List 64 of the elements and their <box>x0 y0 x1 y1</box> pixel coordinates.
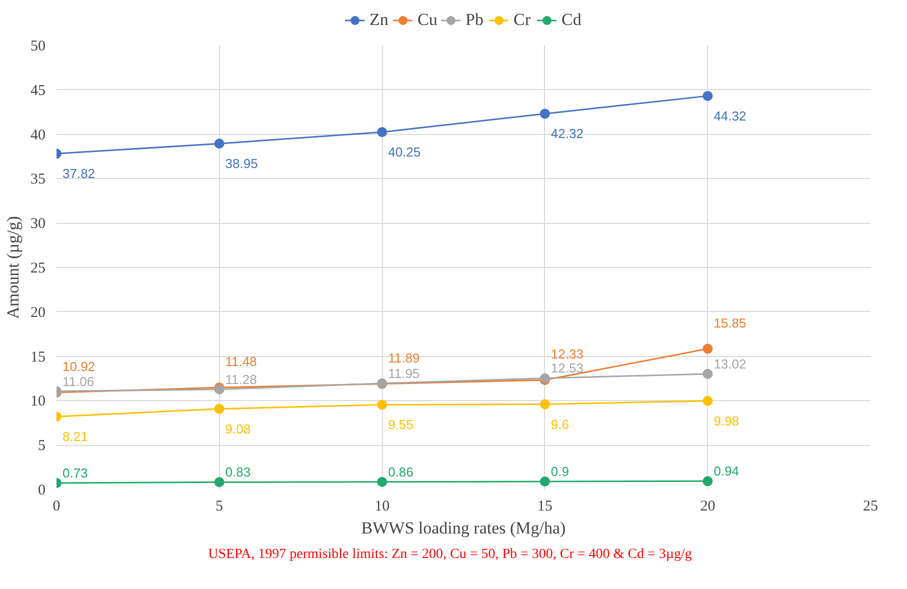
data-label: 0.9 <box>550 464 569 480</box>
data-label: 11.89 <box>388 350 420 366</box>
data-label: 9.08 <box>225 421 251 436</box>
legend-label: Cu <box>418 10 438 30</box>
data-label: 0.83 <box>225 464 251 480</box>
point <box>702 368 713 379</box>
point <box>540 476 550 486</box>
y-tick-label: 45 <box>30 82 46 99</box>
data-label: 12.53 <box>550 360 584 376</box>
point <box>702 476 713 486</box>
y-tick-label: 35 <box>30 172 46 188</box>
x-tick-label: 15 <box>537 498 552 514</box>
data-label: 37.82 <box>62 166 96 182</box>
data-label: 13.02 <box>714 356 746 372</box>
legend-label: Cr <box>514 10 532 30</box>
data-label: 11.95 <box>388 366 420 381</box>
x-tick-label: 0 <box>52 498 60 514</box>
data-label: 44.32 <box>714 108 746 124</box>
data-label: 42.32 <box>550 126 584 142</box>
data-label: 9.98 <box>714 413 740 428</box>
data-label: 9.6 <box>550 416 569 432</box>
y-axis-title: Amount (µg/g) <box>4 216 22 319</box>
data-label: 11.06 <box>62 374 94 389</box>
data-label: 15.85 <box>714 315 746 330</box>
x-tick-label: 10 <box>374 498 390 514</box>
data-label: 12.33 <box>550 346 584 362</box>
point <box>377 476 388 487</box>
y-tick-label: 40 <box>30 127 46 144</box>
data-label: 11.28 <box>225 372 257 387</box>
data-label: 0.73 <box>62 466 88 481</box>
data-label: 0.94 <box>714 464 740 479</box>
x-axis-title: BWWS loading rates (Mg/ha) <box>361 518 566 538</box>
x-tick-label: 5 <box>216 498 224 514</box>
x-tick-label: 20 <box>700 498 716 514</box>
point <box>702 396 713 406</box>
data-label: 8.21 <box>62 429 88 444</box>
data-label: 0.86 <box>388 464 414 480</box>
y-tick-label: 20 <box>30 304 46 321</box>
point <box>702 90 713 101</box>
point <box>540 108 550 119</box>
point <box>702 344 713 354</box>
data-label: 11.48 <box>225 354 257 370</box>
legend-label: Cd <box>562 10 582 30</box>
x-tick-label: 25 <box>863 498 878 514</box>
y-tick-label: 50 <box>30 38 46 54</box>
y-tick-label: 30 <box>30 216 46 232</box>
y-tick-label: 10 <box>30 394 46 410</box>
point <box>377 127 388 138</box>
data-label: 38.95 <box>225 156 258 172</box>
data-label: 9.55 <box>388 417 414 432</box>
data-label: 40.25 <box>388 144 421 160</box>
point <box>214 138 224 149</box>
point <box>377 400 388 410</box>
y-tick-label: 0 <box>38 482 46 498</box>
legend-label: Zn <box>370 10 390 30</box>
point <box>214 477 224 488</box>
y-tick-label: 15 <box>30 349 46 366</box>
legend-label: Pb <box>466 10 484 30</box>
text: USEPA, 1997 permisible limits: Zn = 200, Cu = 50, Pb = 300, Cr = 400 & Cd = 3µg/g <box>208 546 692 564</box>
y-tick-label: 25 <box>30 260 46 276</box>
point <box>214 404 224 414</box>
y-tick-label: 5 <box>38 438 46 454</box>
data-label: 10.92 <box>62 359 96 374</box>
point <box>540 399 550 410</box>
